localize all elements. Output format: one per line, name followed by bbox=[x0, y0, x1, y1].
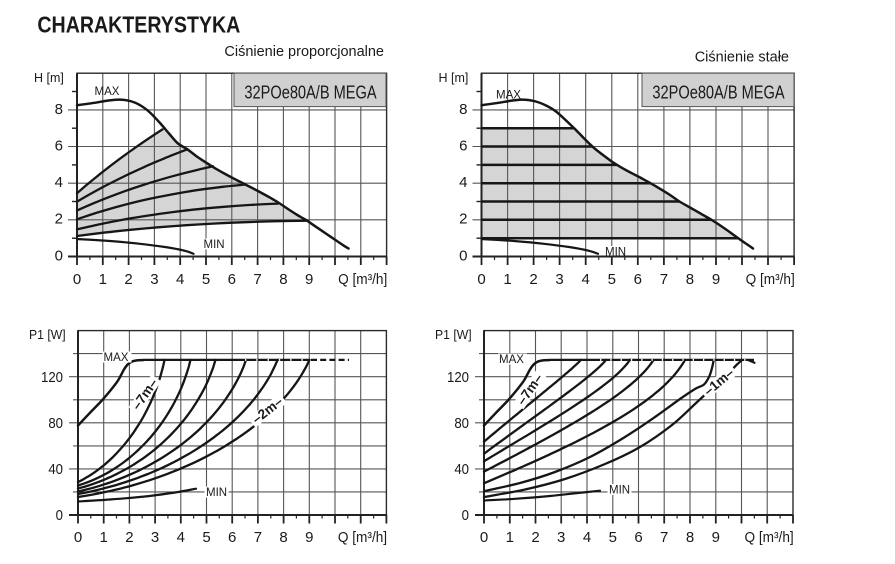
svg-text:9: 9 bbox=[305, 529, 313, 546]
svg-text:7: 7 bbox=[660, 271, 668, 288]
svg-text:6: 6 bbox=[228, 529, 236, 546]
svg-text:0: 0 bbox=[56, 506, 63, 523]
svg-text:MAX: MAX bbox=[95, 86, 120, 98]
svg-text:2: 2 bbox=[459, 211, 467, 228]
svg-text:4: 4 bbox=[55, 174, 63, 191]
svg-text:8: 8 bbox=[686, 271, 694, 288]
svg-text:0: 0 bbox=[477, 271, 485, 288]
svg-text:6: 6 bbox=[634, 529, 642, 546]
svg-text:2: 2 bbox=[124, 271, 132, 288]
svg-text:8: 8 bbox=[55, 101, 63, 118]
svg-text:4: 4 bbox=[459, 174, 467, 191]
svg-text:0: 0 bbox=[462, 506, 469, 523]
svg-text:3: 3 bbox=[555, 271, 563, 288]
svg-text:MAX: MAX bbox=[496, 90, 521, 102]
svg-text:5: 5 bbox=[202, 529, 210, 546]
svg-text:80: 80 bbox=[454, 414, 469, 431]
svg-text:40: 40 bbox=[454, 460, 469, 477]
svg-text:32POe80A/B MEGA: 32POe80A/B MEGA bbox=[244, 82, 377, 103]
svg-text:2: 2 bbox=[529, 271, 537, 288]
svg-text:5: 5 bbox=[202, 271, 210, 288]
svg-text:7: 7 bbox=[660, 529, 668, 546]
svg-text:MIN: MIN bbox=[605, 247, 626, 259]
svg-text:8: 8 bbox=[686, 529, 694, 546]
svg-text:6: 6 bbox=[228, 271, 236, 288]
svg-text:P1 [W]: P1 [W] bbox=[435, 328, 472, 342]
svg-text:1: 1 bbox=[99, 271, 107, 288]
svg-text:3: 3 bbox=[151, 529, 159, 546]
svg-text:3: 3 bbox=[557, 529, 565, 546]
svg-text:1: 1 bbox=[100, 529, 108, 546]
svg-text:4: 4 bbox=[583, 529, 591, 546]
svg-text:8: 8 bbox=[279, 529, 287, 546]
svg-text:CHARAKTERYSTYKA: CHARAKTERYSTYKA bbox=[37, 11, 240, 38]
svg-text:5: 5 bbox=[608, 271, 616, 288]
svg-text:80: 80 bbox=[48, 414, 63, 431]
svg-text:4: 4 bbox=[176, 271, 184, 288]
svg-text:9: 9 bbox=[712, 271, 720, 288]
svg-text:H [m]: H [m] bbox=[439, 71, 469, 85]
svg-text:1: 1 bbox=[503, 271, 511, 288]
svg-text:6: 6 bbox=[459, 137, 467, 154]
svg-text:MIN: MIN bbox=[204, 239, 225, 251]
svg-text:4: 4 bbox=[582, 271, 590, 288]
svg-text:4: 4 bbox=[177, 529, 185, 546]
svg-text:2: 2 bbox=[55, 211, 63, 228]
svg-text:3: 3 bbox=[150, 271, 158, 288]
svg-text:120: 120 bbox=[447, 368, 469, 385]
svg-text:7: 7 bbox=[254, 529, 262, 546]
svg-text:MAX: MAX bbox=[499, 354, 524, 366]
svg-text:7: 7 bbox=[253, 271, 261, 288]
svg-text:Ciśnienie stałe: Ciśnienie stałe bbox=[695, 50, 789, 66]
svg-text:0: 0 bbox=[459, 247, 467, 264]
svg-text:40: 40 bbox=[48, 460, 63, 477]
svg-text:8: 8 bbox=[279, 271, 287, 288]
svg-text:0: 0 bbox=[74, 529, 82, 546]
svg-text:0: 0 bbox=[73, 271, 81, 288]
svg-text:Ciśnienie proporcjonalne: Ciśnienie proporcjonalne bbox=[224, 44, 384, 60]
svg-text:Q [m³/h]: Q [m³/h] bbox=[338, 529, 387, 545]
svg-text:Q [m³/h]: Q [m³/h] bbox=[338, 271, 387, 287]
svg-text:2: 2 bbox=[125, 529, 133, 546]
svg-text:Q [m³/h]: Q [m³/h] bbox=[744, 529, 793, 545]
svg-text:9: 9 bbox=[305, 271, 313, 288]
svg-text:9: 9 bbox=[712, 529, 720, 546]
svg-text:P1 [W]: P1 [W] bbox=[29, 328, 66, 342]
svg-text:0: 0 bbox=[480, 529, 488, 546]
svg-text:2: 2 bbox=[531, 529, 539, 546]
svg-text:MAX: MAX bbox=[104, 352, 129, 364]
svg-text:8: 8 bbox=[459, 101, 467, 118]
svg-text:0: 0 bbox=[55, 247, 63, 264]
svg-text:32POe80A/B MEGA: 32POe80A/B MEGA bbox=[652, 82, 785, 103]
svg-text:1: 1 bbox=[506, 529, 514, 546]
svg-text:6: 6 bbox=[634, 271, 642, 288]
svg-text:5: 5 bbox=[609, 529, 617, 546]
svg-text:6: 6 bbox=[55, 137, 63, 154]
svg-text:MIN: MIN bbox=[206, 487, 227, 499]
svg-text:H [m]: H [m] bbox=[34, 71, 64, 85]
svg-text:Q [m³/h]: Q [m³/h] bbox=[746, 271, 795, 287]
svg-text:MIN: MIN bbox=[609, 485, 630, 497]
svg-text:120: 120 bbox=[41, 368, 63, 385]
